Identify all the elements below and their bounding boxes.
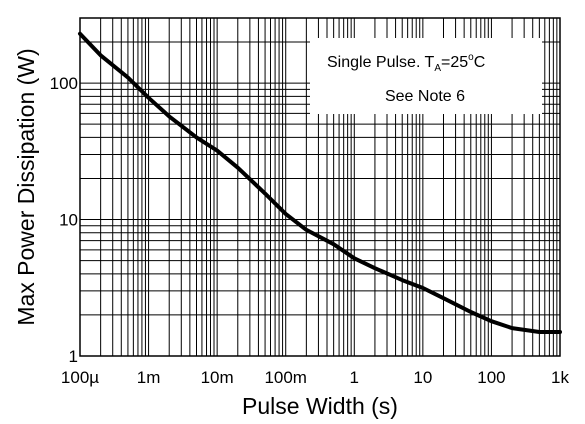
- annotation-line2: See Note 6: [385, 88, 465, 105]
- y-tick-label: 1: [69, 347, 78, 366]
- x-axis-label: Pulse Width (s): [242, 393, 398, 419]
- annotation-background: [310, 38, 542, 114]
- series-line: [78, 31, 562, 334]
- x-tick-label: 10m: [201, 368, 234, 387]
- x-tick-label: 100: [477, 368, 505, 387]
- x-tick-label: 1k: [551, 368, 569, 387]
- x-tick-label: 1: [350, 368, 359, 387]
- x-tick-label: 1m: [137, 368, 161, 387]
- x-tick-labels: 100µ 1m 10m 100m 1 10 100 1k: [61, 368, 570, 387]
- y-tick-label: 100: [50, 74, 78, 93]
- x-tick-label: 10: [413, 368, 432, 387]
- annotation-box: Single Pulse. TA=25oC See Note 6: [310, 38, 542, 114]
- x-tick-label: 100µ: [61, 368, 99, 387]
- y-tick-labels: 1 10 100: [50, 74, 78, 366]
- annotation-line1: Single Pulse. TA=25oC: [327, 52, 485, 74]
- plot-frame: [79, 17, 561, 357]
- x-tick-label: 100m: [264, 368, 307, 387]
- y-tick-label: 10: [59, 211, 78, 230]
- y-axis-label: Max Power Dissipation (W): [13, 48, 39, 325]
